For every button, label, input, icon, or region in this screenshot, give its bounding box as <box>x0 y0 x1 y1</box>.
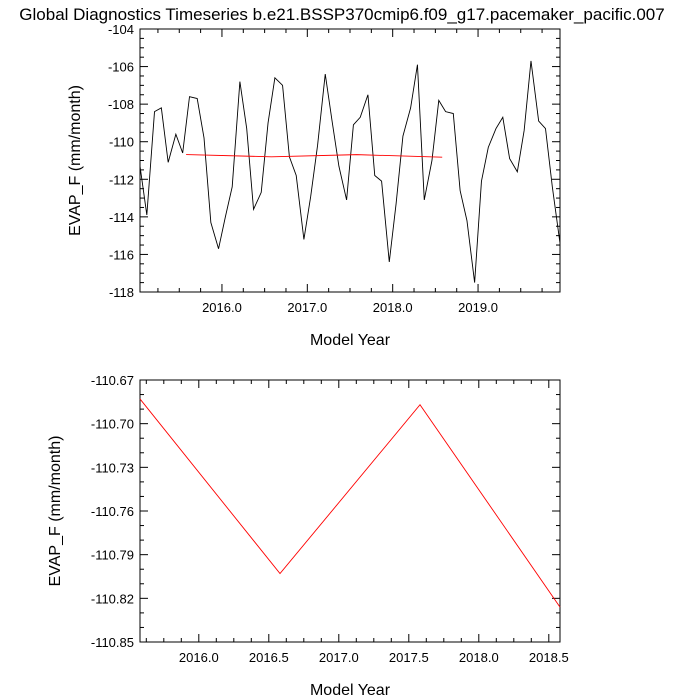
top-y-tick-label: -114 <box>109 210 134 225</box>
top-x-tick-label: 2016.0 <box>202 300 242 315</box>
top-y-axis-label: EVAP_F (mm/month) <box>67 85 84 236</box>
bottom-y-tick-label: -110.82 <box>91 591 134 606</box>
bottom-y-tick-label: -110.67 <box>91 373 134 388</box>
bottom-x-tick-label: 2016.0 <box>179 650 219 665</box>
bottom-y-tick-label: -110.70 <box>91 417 134 432</box>
top-y-tick-label: -118 <box>109 285 134 300</box>
bottom-y-tick-label: -110.76 <box>91 504 134 519</box>
bottom-x-axis-label: Model Year <box>310 682 391 699</box>
bottom-y-axis-label: EVAP_F (mm/month) <box>47 436 64 587</box>
top-y-tick-label: -116 <box>109 247 134 262</box>
top-x-tick-label: 2019.0 <box>458 300 498 315</box>
top-plot: 2016.0 2017.0 2018.0 2019.0 -118 -116 -114 -112… <box>67 22 561 349</box>
top-y-tick-label: -104 <box>108 22 134 37</box>
top-y-tick-label: -112 <box>109 172 134 187</box>
top-x-axis-label: Model Year <box>310 332 391 349</box>
top-y-tick-label: -110 <box>109 135 134 150</box>
top-x-tick-label: 2018.0 <box>373 300 413 315</box>
bottom-y-tick-label: -110.79 <box>91 548 134 563</box>
top-y-tick-label: -108 <box>108 97 134 112</box>
chart-title: Global Diagnostics Timeseries b.e21.BSSP… <box>19 5 664 24</box>
top-series-line-0 <box>139 60 561 283</box>
top-y-tick-label: -106 <box>108 60 134 75</box>
bottom-x-tick-label: 2018.5 <box>529 650 569 665</box>
top-x-tick-label: 2017.0 <box>287 300 327 315</box>
bottom-x-tick-label: 2016.5 <box>249 650 289 665</box>
bottom-series-line-0 <box>139 398 561 608</box>
bottom-x-tick-label: 2018.0 <box>459 650 499 665</box>
bottom-y-tick-label: -110.73 <box>91 460 134 475</box>
bottom-x-tick-label: 2017.5 <box>389 650 429 665</box>
top-series-line-1 <box>186 154 443 158</box>
bottom-plot: 2016.0 2016.5 2017.0 2017.5 2018.0 2018.5 -110… <box>47 373 569 699</box>
bottom-x-tick-label: 2017.0 <box>319 650 359 665</box>
bottom-plot-frame <box>139 379 561 643</box>
bottom-y-tick-label: -110.85 <box>91 635 134 650</box>
